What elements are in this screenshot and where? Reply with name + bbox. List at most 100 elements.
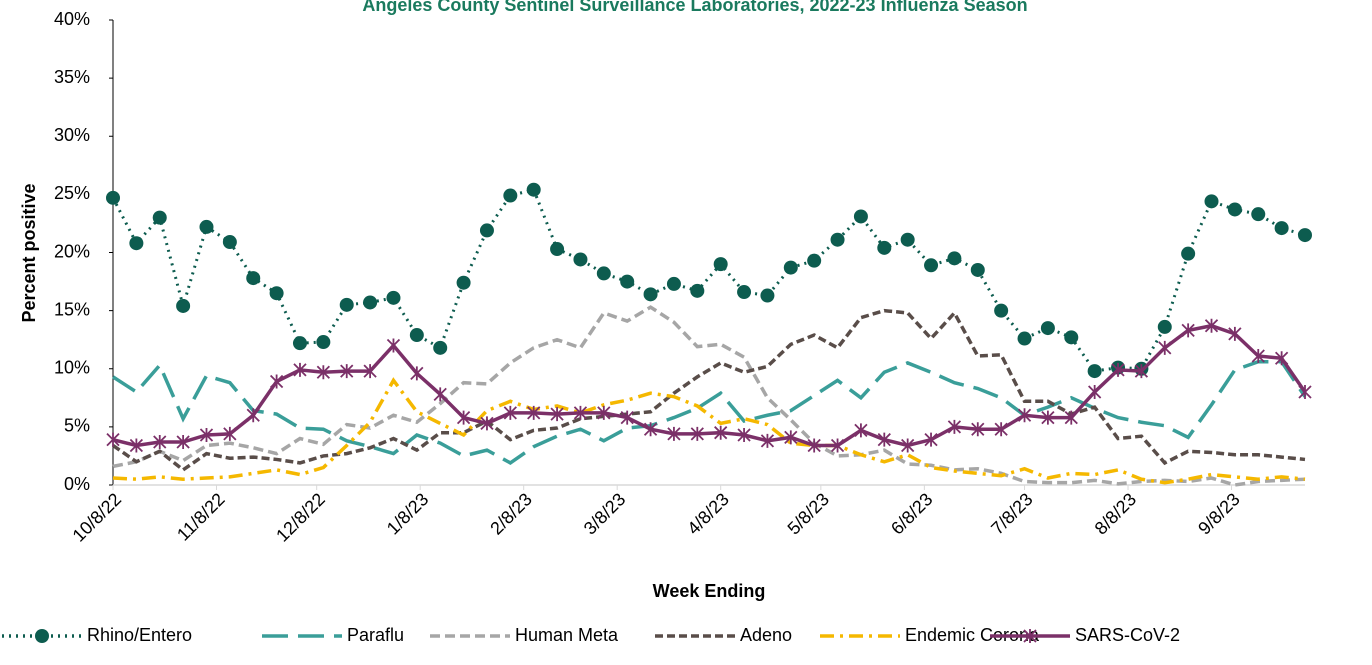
- point: [1041, 410, 1055, 425]
- x-tick-label: 10/8/22: [69, 489, 126, 546]
- point: [760, 433, 775, 448]
- y-tick-label: 25%: [54, 183, 90, 203]
- point: [433, 387, 447, 402]
- legend-label: Human Meta: [515, 625, 619, 645]
- x-tick-label: 9/8/23: [1194, 489, 1244, 539]
- x-tick-label: 12/8/22: [272, 489, 329, 546]
- point: [760, 288, 775, 303]
- point: [176, 298, 191, 313]
- point: [713, 257, 728, 272]
- point: [479, 223, 494, 238]
- x-tick-label: 3/8/23: [580, 489, 630, 539]
- legend-item: Human Meta: [430, 625, 619, 645]
- point: [947, 419, 962, 434]
- point: [1088, 385, 1102, 399]
- point: [924, 258, 939, 273]
- point: [456, 275, 471, 290]
- point: [784, 430, 798, 445]
- point: [386, 338, 401, 353]
- y-tick-label: 10%: [54, 358, 90, 378]
- y-axis-title: Percent positive: [19, 183, 39, 322]
- x-tick-label: 2/8/23: [486, 489, 536, 539]
- point: [176, 434, 190, 449]
- series-line: [112, 305, 1306, 487]
- point: [1023, 629, 1037, 643]
- legend-label: Paraflu: [347, 625, 404, 645]
- point: [526, 182, 541, 197]
- point: [620, 410, 634, 425]
- point: [35, 629, 49, 643]
- series-line: [112, 360, 1307, 465]
- point: [1274, 221, 1289, 236]
- series-line: [112, 377, 1306, 485]
- point: [223, 426, 237, 441]
- point: [129, 236, 144, 251]
- point: [597, 405, 611, 420]
- chart-title: Angeles County Sentinel Surveillance Lab…: [362, 0, 1027, 15]
- point: [854, 423, 868, 438]
- point: [1087, 364, 1102, 379]
- point: [550, 407, 564, 422]
- point: [1204, 318, 1219, 333]
- x-tick-label: 6/8/23: [887, 489, 937, 539]
- point: [456, 410, 471, 425]
- point: [433, 340, 448, 355]
- point: [1298, 228, 1312, 243]
- y-tick-label: 20%: [54, 241, 90, 261]
- point: [1274, 351, 1289, 366]
- point: [994, 303, 1009, 318]
- point: [106, 432, 120, 447]
- point: [666, 276, 681, 291]
- x-tick-label: 5/8/23: [784, 489, 834, 539]
- legend-label: Endemic Corona: [905, 625, 1040, 645]
- legend-item: Paraflu: [262, 625, 404, 645]
- point: [316, 335, 331, 350]
- point: [714, 425, 728, 440]
- point: [1064, 330, 1079, 345]
- point: [620, 274, 635, 289]
- x-tick-label: 11/8/22: [173, 489, 229, 545]
- point: [153, 434, 167, 449]
- y-tick-label: 5%: [64, 416, 90, 436]
- point: [386, 290, 401, 305]
- legend-label: Rhino/Entero: [87, 625, 192, 645]
- point: [830, 438, 845, 453]
- y-tick-label: 15%: [54, 299, 90, 319]
- point: [269, 286, 284, 301]
- y-tick-label: 0%: [64, 474, 90, 494]
- point: [409, 328, 424, 343]
- point: [667, 426, 681, 441]
- point: [222, 235, 237, 250]
- point: [1017, 408, 1032, 423]
- y-tick-label: 30%: [54, 125, 90, 145]
- point: [1298, 385, 1312, 399]
- legend-item: SARS-CoV-2: [990, 625, 1180, 645]
- point: [106, 190, 120, 205]
- y-tick-label: 40%: [54, 9, 90, 29]
- point: [293, 362, 307, 377]
- point: [573, 405, 588, 420]
- legend-item: Endemic Corona: [820, 625, 1040, 645]
- point: [410, 366, 424, 381]
- point: [527, 405, 541, 420]
- point: [199, 428, 214, 443]
- point: [1157, 319, 1172, 334]
- point: [900, 232, 915, 247]
- series-line: [112, 308, 1306, 473]
- point: [246, 271, 261, 286]
- point: [596, 266, 611, 281]
- point: [503, 188, 518, 203]
- point: [737, 428, 751, 443]
- point: [363, 364, 377, 379]
- point: [1134, 364, 1149, 379]
- point: [1064, 410, 1078, 425]
- x-tick-label: 1/8/23: [383, 489, 433, 539]
- point: [1251, 207, 1266, 222]
- point: [924, 432, 938, 447]
- point: [339, 297, 354, 312]
- point: [316, 365, 330, 380]
- point: [783, 260, 798, 275]
- point: [363, 295, 378, 310]
- point: [152, 210, 167, 225]
- point: [1227, 202, 1242, 217]
